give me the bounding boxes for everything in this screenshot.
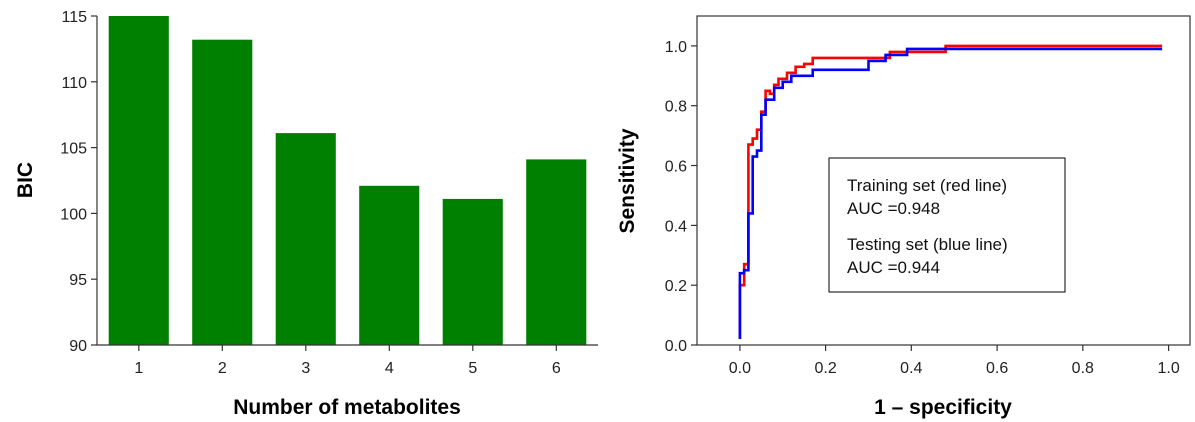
x-tick-label: 0.8: [1072, 360, 1094, 377]
bar-5: [442, 198, 503, 345]
legend-frame: [828, 157, 1066, 293]
y-tick-label: 0.4: [665, 218, 687, 235]
y-tick-label: 90: [69, 338, 87, 355]
y-ticks: 90 95 100 105 110 115: [60, 9, 97, 355]
legend-box: Training set (red line) AUC =0.948 Testi…: [828, 157, 1066, 293]
testing-roc-line: [738, 47, 1163, 339]
x-tick-label: 2: [218, 360, 227, 377]
y-ticks: 0.0 0.2 0.4 0.6 0.8 1.0: [665, 39, 697, 355]
x-ticks: 0.0 0.2 0.4 0.6 0.8 1.0: [729, 345, 1180, 377]
x-axis-label: Number of metabolites: [233, 396, 461, 419]
x-tick-label: 5: [468, 360, 477, 377]
bar-6: [526, 159, 587, 345]
legend-training-auc: AUC =0.948: [847, 199, 940, 218]
roc-chart: 0.0 0.2 0.4 0.6 0.8 1.0 0.0 0.2 0.4 0.6 0.8 1.0 Tr…: [616, 15, 1191, 419]
x-tick-label: 0.4: [900, 360, 922, 377]
y-tick-label: 105: [60, 141, 87, 158]
bar-1: [108, 16, 169, 345]
x-tick-label: 0.6: [986, 360, 1008, 377]
x-tick-label: 1: [134, 360, 143, 377]
y-axis-label: BIC: [14, 162, 37, 198]
x-tick-label: 0.0: [729, 360, 751, 377]
legend-training-label: Training set (red line): [847, 176, 1007, 195]
plot-frame: [696, 15, 1191, 346]
y-axis-label: Sensitivity: [616, 128, 639, 233]
y-tick-label: 115: [61, 9, 87, 26]
x-ticks: 1 2 3 4 5 6: [134, 345, 561, 377]
y-tick-label: 0.0: [665, 338, 687, 355]
bic-bar-chart: 90 95 100 105 110 115 1 2 3 4 5 6 Number of metabo…: [14, 9, 598, 419]
roc-curves: [738, 44, 1163, 339]
x-tick-label: 6: [552, 360, 561, 377]
bar-3: [275, 133, 336, 345]
y-tick-label: 0.2: [665, 278, 687, 295]
x-axis-label: 1 – specificity: [874, 396, 1012, 419]
bars: [108, 16, 587, 345]
x-tick-label: 4: [385, 360, 394, 377]
bar-4: [359, 185, 420, 345]
y-tick-label: 95: [69, 272, 87, 289]
x-tick-label: 3: [301, 360, 310, 377]
y-tick-label: 110: [61, 75, 87, 92]
legend-testing-label: Testing set (blue line): [847, 235, 1008, 254]
bar-2: [192, 39, 253, 345]
y-tick-label: 1.0: [665, 39, 687, 56]
y-tick-label: 100: [60, 206, 87, 223]
x-tick-label: 1.0: [1157, 360, 1179, 377]
y-tick-label: 0.8: [665, 99, 687, 116]
x-tick-label: 0.2: [814, 360, 836, 377]
y-tick-label: 0.6: [665, 159, 687, 176]
legend-testing-auc: AUC =0.944: [847, 258, 940, 277]
